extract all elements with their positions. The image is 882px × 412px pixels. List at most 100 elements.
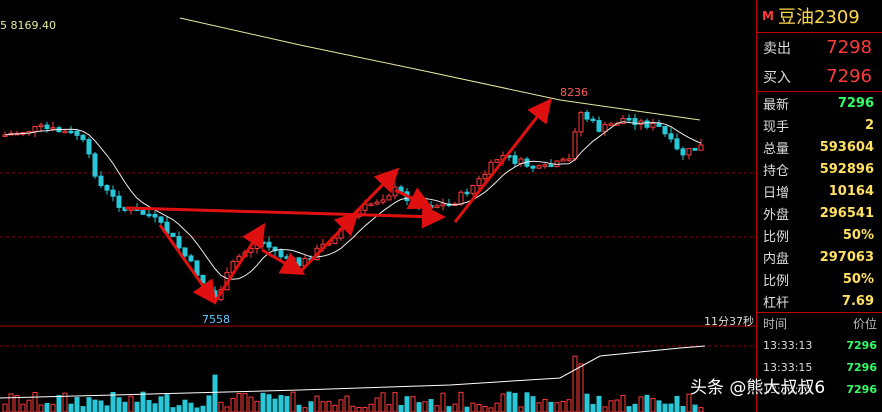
candle-body: [530, 165, 536, 169]
stat-row: 比例 50%: [757, 268, 882, 290]
volume-bar: [176, 405, 182, 412]
bid-row[interactable]: 买入 7296: [757, 62, 882, 92]
volume-bar: [404, 396, 410, 412]
volume-bar: [86, 397, 92, 412]
candle-body: [296, 257, 302, 267]
bid-price: 7296: [826, 66, 872, 87]
candle-body: [182, 247, 188, 257]
candle-body: [656, 122, 662, 127]
candle-body: [464, 191, 470, 195]
volume-bar: [548, 401, 554, 412]
volume-bar: [164, 394, 170, 412]
tick-table-header: 时间 价位: [757, 312, 882, 334]
volume-bar: [698, 407, 704, 412]
candle-body: [104, 185, 110, 191]
annotation-arrow: [261, 248, 306, 276]
volume-bar: [152, 403, 158, 412]
contract-title[interactable]: M 豆油2309: [757, 0, 882, 33]
candle-body: [434, 205, 440, 209]
tick-row: 13:33:13 7296: [757, 334, 882, 356]
volume-bar: [296, 404, 302, 412]
volume-bar: [434, 405, 440, 412]
volume-bar: [56, 395, 62, 412]
volume-bar: [194, 407, 200, 412]
stat-label: 杠杆: [763, 295, 790, 311]
candle-body: [494, 159, 500, 163]
volume-bar: [524, 392, 530, 412]
tick-price: 7296: [846, 338, 877, 352]
stat-row: 比例 50%: [757, 224, 882, 246]
volume-bar: [500, 393, 506, 412]
volume-bar: [470, 402, 476, 412]
contract-name: 豆油2309: [777, 7, 860, 28]
low-price-label: 7558: [202, 313, 230, 326]
candle-body: [152, 213, 158, 218]
candle-body: [254, 241, 260, 249]
volume-bar: [38, 404, 44, 412]
stat-value: 50%: [842, 227, 874, 243]
kline-chart[interactable]: 5 8169.40 8236 7558 11分37秒: [0, 0, 756, 412]
stat-label: 外盘: [763, 207, 790, 223]
volume-bar: [68, 403, 74, 412]
candle-body: [536, 165, 542, 169]
volume-bar: [392, 392, 398, 412]
stats-list: 最新 7296 现手 2 总量 593604 持仓 592896 日增 10164 外盘 296541…: [757, 92, 882, 312]
candle-body: [584, 111, 590, 120]
candle-body: [560, 158, 566, 162]
volume-bar: [560, 400, 566, 412]
volume-bar: [416, 402, 422, 412]
volume-bar: [644, 394, 650, 412]
volume-bar: [8, 393, 14, 412]
volume-bar: [350, 405, 356, 412]
volume-bar: [356, 406, 362, 412]
ask-row[interactable]: 卖出 7298: [757, 33, 882, 62]
volume-bar: [386, 404, 392, 412]
watermark: 头条 @熊大叔叔6: [690, 378, 826, 398]
candle-body: [632, 118, 638, 126]
tick-price: 7296: [846, 360, 877, 374]
volume-bar: [14, 394, 20, 412]
chart-canvas: [0, 17, 756, 412]
stat-label: 持仓: [763, 163, 790, 179]
stat-label: 内盘: [763, 251, 790, 267]
high-price-label: 8236: [560, 86, 588, 99]
candle-body: [596, 119, 602, 132]
stat-row: 持仓 592896: [757, 158, 882, 180]
volume-bar: [422, 401, 428, 412]
volume-bar: [680, 405, 686, 412]
volume-bar: [494, 402, 500, 412]
candle-body: [260, 241, 266, 245]
annotation-arrow: [213, 222, 266, 303]
tick-row: 13:33:15 7296: [757, 378, 882, 400]
tick-time-header: 时间: [763, 317, 788, 331]
stat-row: 最新 7296: [757, 92, 882, 114]
candle-body: [140, 210, 146, 215]
volume-bar: [602, 406, 608, 412]
tick-row: 13:33:15 7296: [757, 356, 882, 378]
annotation-arrow: [124, 204, 446, 229]
volume-bar: [440, 392, 446, 412]
volume-bar: [62, 392, 68, 412]
tick-price-header: 价位: [852, 317, 877, 331]
tick-price: 7296: [846, 382, 877, 396]
volume-bar: [506, 391, 512, 412]
market-badge: M: [762, 9, 774, 23]
candle-body: [680, 148, 686, 156]
volume-bar: [638, 396, 644, 412]
volume-bar: [278, 394, 284, 412]
volume-bar: [482, 406, 488, 412]
volume-bar: [584, 393, 590, 412]
bar-countdown: 11分37秒: [704, 315, 754, 328]
volume-bar: [74, 397, 80, 412]
volume-bar: [254, 400, 260, 412]
candle-body: [698, 144, 704, 151]
annotation-arrow: [394, 187, 434, 209]
candle-body: [278, 250, 284, 258]
candle-body: [692, 147, 698, 151]
volume-bar: [266, 394, 272, 412]
candle-body: [566, 158, 572, 161]
volume-bar: [608, 400, 614, 412]
stat-label: 现手: [763, 119, 790, 135]
volume-bar: [620, 394, 626, 412]
ask-label: 卖出: [763, 40, 791, 57]
